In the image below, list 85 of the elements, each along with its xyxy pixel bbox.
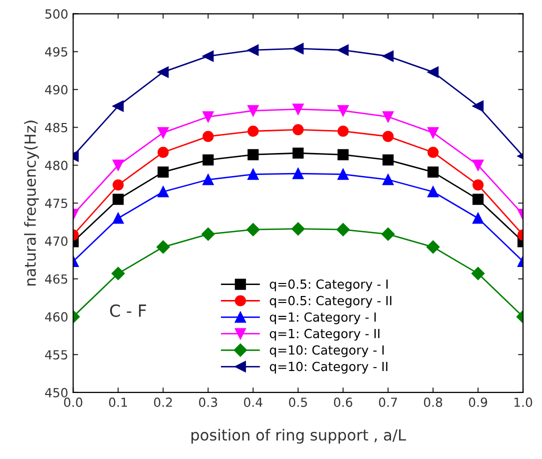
point (292, 168, 304, 180)
point (472, 212, 484, 224)
y-tick-label: 450 (45, 388, 68, 398)
legend-label: q=1: Category - I (270, 312, 376, 324)
point (338, 149, 349, 160)
x-tick-label: 0.6 (334, 398, 352, 407)
point (472, 100, 484, 112)
y-tick-label: 495 (45, 47, 68, 57)
point (158, 127, 169, 138)
x-tick-label: 0.4 (244, 398, 262, 407)
point (112, 194, 124, 205)
y-axis-title: natural frequency(Hz) (24, 120, 39, 286)
x-tick-label: 1.0 (514, 398, 532, 407)
point (248, 105, 259, 116)
point (338, 126, 349, 137)
y-tick-label: 455 (45, 350, 68, 360)
point (382, 111, 394, 122)
point (428, 146, 439, 158)
point (158, 166, 169, 178)
y-tick-label: 460 (45, 312, 68, 322)
point (112, 100, 124, 112)
annotation: C - F (110, 304, 146, 317)
y-tick-label: 490 (45, 84, 68, 94)
point (158, 186, 169, 198)
point (382, 50, 394, 62)
point (246, 223, 260, 236)
point (112, 179, 124, 190)
x-tick-label: 0.0 (64, 398, 82, 407)
x-tick-label: 0.8 (424, 398, 442, 407)
x-tick-label: 0.5 (288, 398, 307, 407)
point (202, 111, 214, 122)
point (338, 105, 349, 116)
point (112, 212, 124, 224)
point (202, 154, 214, 166)
point (292, 104, 304, 115)
point (248, 44, 259, 56)
point (472, 160, 484, 171)
y-tick-label: 465 (45, 274, 68, 284)
point (248, 126, 259, 137)
point (426, 240, 440, 254)
point (292, 148, 304, 159)
y-tick-label: 475 (45, 198, 68, 208)
point (428, 166, 439, 178)
point (158, 146, 169, 158)
point (156, 240, 170, 254)
point (428, 66, 439, 78)
point (472, 194, 484, 205)
y-tick-label: 470 (45, 236, 68, 246)
point (292, 124, 304, 136)
legend-label: q=1: Category - II (270, 328, 380, 341)
point (292, 43, 304, 54)
point (382, 174, 394, 186)
point (202, 50, 214, 62)
point (292, 222, 305, 236)
x-axis-title: position of ring support , a/L (192, 428, 406, 444)
point (428, 127, 439, 138)
point (248, 168, 259, 180)
point (202, 130, 214, 142)
point (202, 174, 214, 186)
point (382, 130, 394, 142)
x-tick-label: 0.1 (109, 398, 127, 407)
x-tick-label: 0.9 (468, 398, 488, 407)
x-tick-label: 0.3 (199, 398, 218, 407)
point (248, 149, 259, 160)
point (428, 186, 439, 198)
point (112, 266, 125, 280)
point (112, 160, 124, 171)
y-tick-label: 500 (45, 9, 68, 19)
point (471, 266, 485, 280)
legend-label: q=10: Category - I (270, 345, 384, 358)
point (338, 44, 349, 56)
x-tick-label: 0.7 (378, 398, 397, 407)
legend-label: q=0.5: Category - II (270, 296, 392, 308)
point (336, 223, 350, 236)
point (158, 66, 169, 78)
x-tick-label: 0.2 (154, 398, 172, 407)
legend-label: q=10: Category - II (270, 362, 388, 374)
point (338, 168, 349, 180)
point (472, 179, 484, 190)
point (381, 228, 395, 241)
point (202, 228, 215, 241)
point (382, 154, 394, 166)
legend-label: q=0.5: Category - I (270, 279, 388, 292)
y-tick-label: 480 (45, 160, 68, 170)
y-tick-label: 485 (45, 122, 68, 132)
